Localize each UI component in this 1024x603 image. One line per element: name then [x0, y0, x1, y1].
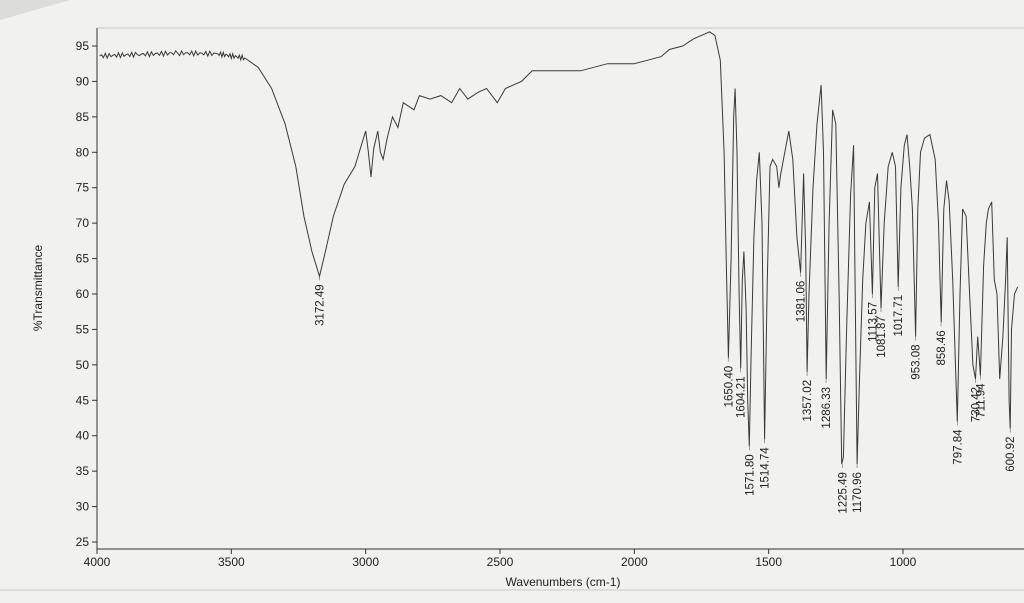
y-tick-label: 35 [76, 464, 90, 478]
peak-label: 1081.87 [876, 316, 888, 358]
peak-label: 1604.21 [736, 376, 748, 418]
x-axis-label: Wavenumbers (cm-1) [506, 575, 621, 589]
y-axis-ticks: 25 30 35 40 45 50 55 60 65 70 75 80 85 90 95 [76, 39, 97, 549]
scan-corner-shade [0, 0, 70, 20]
peak-label: 1170.96 [852, 472, 864, 513]
peak-label: 600.92 [1005, 437, 1017, 472]
y-tick-label: 75 [76, 181, 90, 195]
y-tick-label: 95 [76, 39, 90, 53]
y-tick-label: 85 [76, 110, 90, 124]
peak-label: 1017.71 [893, 295, 905, 337]
y-tick-label: 25 [76, 535, 90, 549]
peak-label: 1514.74 [760, 447, 772, 489]
peak-label: 3172.49 [314, 284, 326, 326]
x-tick-label: 2500 [487, 555, 514, 569]
plot-frame [96, 27, 1024, 550]
peak-label: 1650.40 [723, 366, 735, 408]
y-tick-label: 70 [76, 216, 90, 230]
peak-label: 711.94 [975, 383, 987, 418]
peak-label: 1225.49 [837, 472, 849, 514]
y-tick-label: 65 [76, 252, 90, 266]
peak-label: 730.42 [970, 387, 982, 422]
x-tick-label: 1500 [755, 555, 782, 569]
x-tick-label: 4000 [84, 555, 111, 569]
y-axis-label: %Transmittance [31, 245, 45, 332]
spectrum-series [99, 31, 1019, 465]
peak-label: 1286.33 [821, 387, 833, 429]
y-tick-label: 80 [76, 145, 90, 159]
peak-label: 1571.80 [744, 454, 756, 496]
x-axis-ticks: 4000 3500 3000 2500 2000 1500 1000 [84, 549, 917, 569]
peak-labels: 3172.49 1650.40 1604.21 1571.80 1514.74 1381.… [314, 272, 1017, 514]
y-tick-label: 50 [76, 358, 90, 372]
peak-label: 1113.57 [868, 302, 880, 342]
y-tick-label: 45 [76, 393, 90, 407]
x-tick-label: 2000 [621, 555, 648, 569]
y-tick-label: 90 [76, 74, 90, 88]
peak-label: 1357.02 [802, 380, 814, 422]
x-tick-label: 3000 [352, 555, 379, 569]
x-tick-label: 3500 [218, 555, 245, 569]
spectrum-line-0 [99, 31, 1019, 465]
x-tick-label: 1000 [890, 555, 917, 569]
y-tick-label: 40 [76, 429, 90, 443]
peak-label: 858.46 [936, 330, 948, 365]
y-tick-label: 60 [76, 287, 90, 301]
peak-label: 797.84 [952, 429, 964, 465]
peak-label: 953.08 [911, 345, 923, 380]
y-tick-label: 30 [76, 500, 90, 514]
y-tick-label: 55 [76, 322, 90, 336]
peak-label: 1381.06 [796, 281, 808, 323]
